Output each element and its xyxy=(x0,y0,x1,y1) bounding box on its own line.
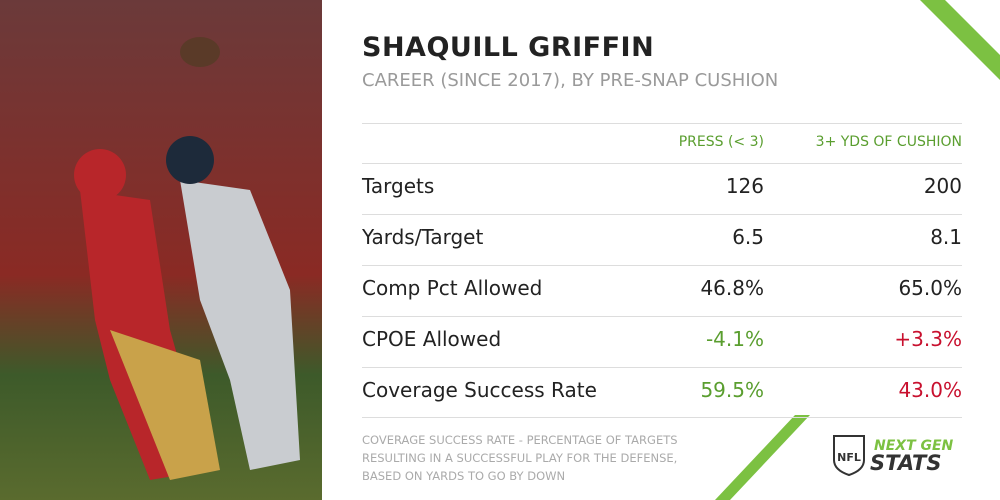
divider xyxy=(362,123,962,124)
row-label: Coverage Success Rate xyxy=(362,378,597,402)
divider xyxy=(362,214,962,215)
divider xyxy=(362,265,962,266)
footnote: COVERAGE SUCCESS RATE - PERCENTAGE OF TA… xyxy=(362,433,678,447)
column-header: 3+ YDS OF CUSHION xyxy=(815,134,962,150)
divider xyxy=(362,316,962,317)
divider xyxy=(362,367,962,368)
cell: 126 xyxy=(725,174,764,198)
cell: 8.1 xyxy=(930,225,962,249)
cell: 59.5% xyxy=(700,378,764,402)
logo-nfl: NFL xyxy=(837,451,861,464)
cell: +3.3% xyxy=(894,327,962,351)
title: SHAQUILL GRIFFIN xyxy=(362,32,655,63)
cell: 200 xyxy=(923,174,962,198)
divider xyxy=(362,163,962,164)
cell: 46.8% xyxy=(700,276,764,300)
row-label: Comp Pct Allowed xyxy=(362,276,543,300)
footnote: RESULTING IN A SUCCESSFUL PLAY FOR THE D… xyxy=(362,451,678,465)
player-photo xyxy=(0,0,322,500)
cell: -4.1% xyxy=(705,327,764,351)
bottom-stripe xyxy=(715,415,810,500)
corner-stripe xyxy=(920,0,1000,80)
row-label: CPOE Allowed xyxy=(362,327,502,351)
cell: 6.5 xyxy=(732,225,764,249)
column-header: PRESS (< 3) xyxy=(678,134,764,150)
footnote: BASED ON YARDS TO GO BY DOWN xyxy=(362,469,566,483)
subtitle: CAREER (SINCE 2017), BY PRE-SNAP CUSHION xyxy=(362,70,779,91)
logo-text: NEXT GEN xyxy=(874,438,954,454)
cell: 65.0% xyxy=(898,276,962,300)
cell: 43.0% xyxy=(898,378,962,402)
row-label: Targets xyxy=(362,174,435,198)
row-label: Yards/Target xyxy=(362,225,484,249)
divider xyxy=(362,417,962,418)
logo: NFL NEXT GEN STATS xyxy=(833,435,954,477)
logo-text: STATS xyxy=(870,451,942,475)
